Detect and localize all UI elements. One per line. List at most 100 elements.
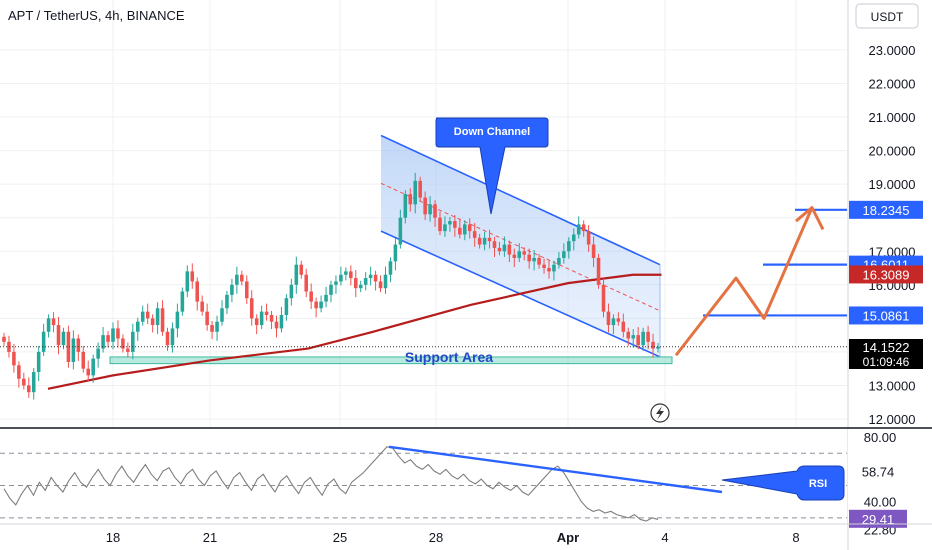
price-tick-label: 17.0000 [869,244,916,259]
candle-body [220,308,224,322]
candle-body [378,281,383,289]
candle-body [289,284,294,299]
channel-upper-line [380,134,661,266]
candle-body [383,274,388,289]
price-tick-label: 22.0000 [869,77,916,92]
candle-body [17,365,21,379]
down-channel-callout[interactable]: Down Channel [435,117,549,215]
candle-body [581,224,586,232]
projection-path[interactable] [674,207,814,357]
price-tick-label: 12.0000 [869,412,916,427]
candle-body [527,254,531,262]
candle-body [200,301,204,312]
candle-body [91,358,95,376]
candle-body [487,237,492,242]
candle-body [458,227,462,235]
candle-body [22,378,26,386]
rsi-tick-label: 80.00 [864,430,897,445]
candle-body [294,264,299,285]
candle-body [96,348,100,359]
candle-body [76,338,81,352]
candle-body [299,264,304,275]
candle-body [71,338,76,362]
candle-body [403,194,408,218]
candle-body [438,217,442,232]
candle-body [423,197,427,215]
time-tick-label: 8 [792,530,799,545]
candle-body [135,321,140,332]
candle-body [126,348,130,352]
price-tick-label: 23.0000 [869,43,916,58]
candle-body [467,224,472,232]
currency-button[interactable]: USDT [855,3,919,29]
candle-body [121,338,125,349]
candle-body [26,385,31,393]
time-tick-label: 25 [333,530,347,545]
price-tick-label: 20.0000 [869,144,916,159]
countdown-value: 01:09:46 [863,355,910,369]
candle-body [185,271,190,292]
candle-body [175,311,180,329]
candle-body [507,244,512,255]
candle-body [611,318,616,326]
candle-body [353,278,358,289]
rsi-tag-label: 58.74 [862,464,895,479]
candle-body [537,257,541,265]
candle-body [235,274,239,285]
candle-body [329,284,333,295]
candle-body [170,328,175,346]
candle-body [274,321,279,329]
time-tick-label: Apr [557,530,579,545]
candle-body [46,318,51,332]
lightning-icon[interactable] [650,403,670,423]
candle-body [230,284,234,295]
candle-body [304,274,309,292]
candle-body [502,244,507,252]
candle-body [606,311,611,326]
rsi-line [3,446,659,522]
candle-body [512,254,517,258]
candle-body [131,331,135,352]
candlesticks [2,172,660,400]
candle-body [656,346,660,349]
candle-body [358,284,363,289]
price-tick-label: 21.0000 [869,110,916,125]
rsi-callout[interactable]: RSI [721,465,845,501]
support-area-zone[interactable] [109,356,673,365]
candle-body [12,351,16,366]
rsi-tag [849,509,907,528]
candle-body [309,291,313,302]
candle-body [398,217,403,245]
rsi-tag-label: 29.41 [862,512,895,527]
time-tick-label: 21 [203,530,217,545]
candle-body [522,251,527,255]
candle-body [324,294,328,302]
price-tag [849,306,923,325]
down-channel-label: Down Channel [454,126,530,138]
time-axis[interactable]: 18 21 25 28 Apr 4 8 [0,523,932,545]
candle-body [616,318,621,322]
candle-body [41,331,46,352]
candle-body [205,311,209,326]
candle-body [562,251,566,258]
candle-body [334,281,338,285]
candle-body [596,257,601,285]
candle-body [240,274,244,282]
candle-body [418,180,422,198]
last-price-tag: 14.1522 01:09:46 [849,339,923,369]
candle-body [145,311,150,319]
candle-body [472,231,477,238]
candle-body [349,271,353,279]
candle-body [31,372,36,393]
candle-body [626,331,631,339]
price-tick-label: 13.0000 [869,378,916,393]
price-tag [849,200,923,219]
candle-body [567,241,571,252]
candle-body [249,298,254,319]
price-levels[interactable] [703,208,847,317]
candle-body [408,194,413,205]
time-tick-label: 28 [429,530,443,545]
candle-body [517,251,522,258]
channel-fill [381,135,660,357]
